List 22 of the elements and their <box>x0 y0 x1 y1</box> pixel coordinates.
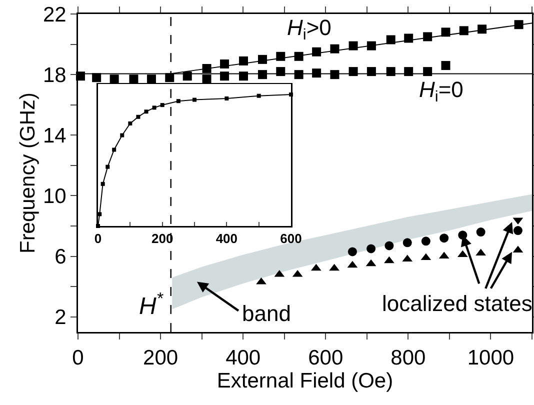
annotation: H$_{i}$=0 <box>419 77 464 106</box>
annotation: H$_{i}$>0 <box>287 15 332 44</box>
x-tick-label: 600 <box>308 346 344 370</box>
x-tick-label: 1000 <box>467 346 514 370</box>
x-tick-label: 400 <box>226 346 261 370</box>
y-tick-label: 18 <box>42 64 66 87</box>
x-tick-label: 600 <box>280 231 302 246</box>
x-axis-title: External Field (Oe) <box>216 370 394 393</box>
y-tick-label: 6 <box>54 246 66 269</box>
y-tick-label: 22 <box>42 3 66 26</box>
annotation: band <box>242 301 291 326</box>
x-tick-label: 0 <box>94 231 102 246</box>
annotation: localized states <box>382 291 532 316</box>
x-tick-label: 200 <box>143 346 178 370</box>
y-axis-title: Frequency (GHz) <box>16 92 40 254</box>
ref-line-label: H$^{*}$ <box>139 289 164 320</box>
x-tick-label: 400 <box>216 231 238 246</box>
y-tick-label: 2 <box>54 306 66 330</box>
x-tick-label: 800 <box>390 346 426 370</box>
x-tick-label: 0 <box>72 346 84 370</box>
y-tick-label: 10 <box>42 185 66 208</box>
y-tick-label: 14 <box>42 124 67 148</box>
